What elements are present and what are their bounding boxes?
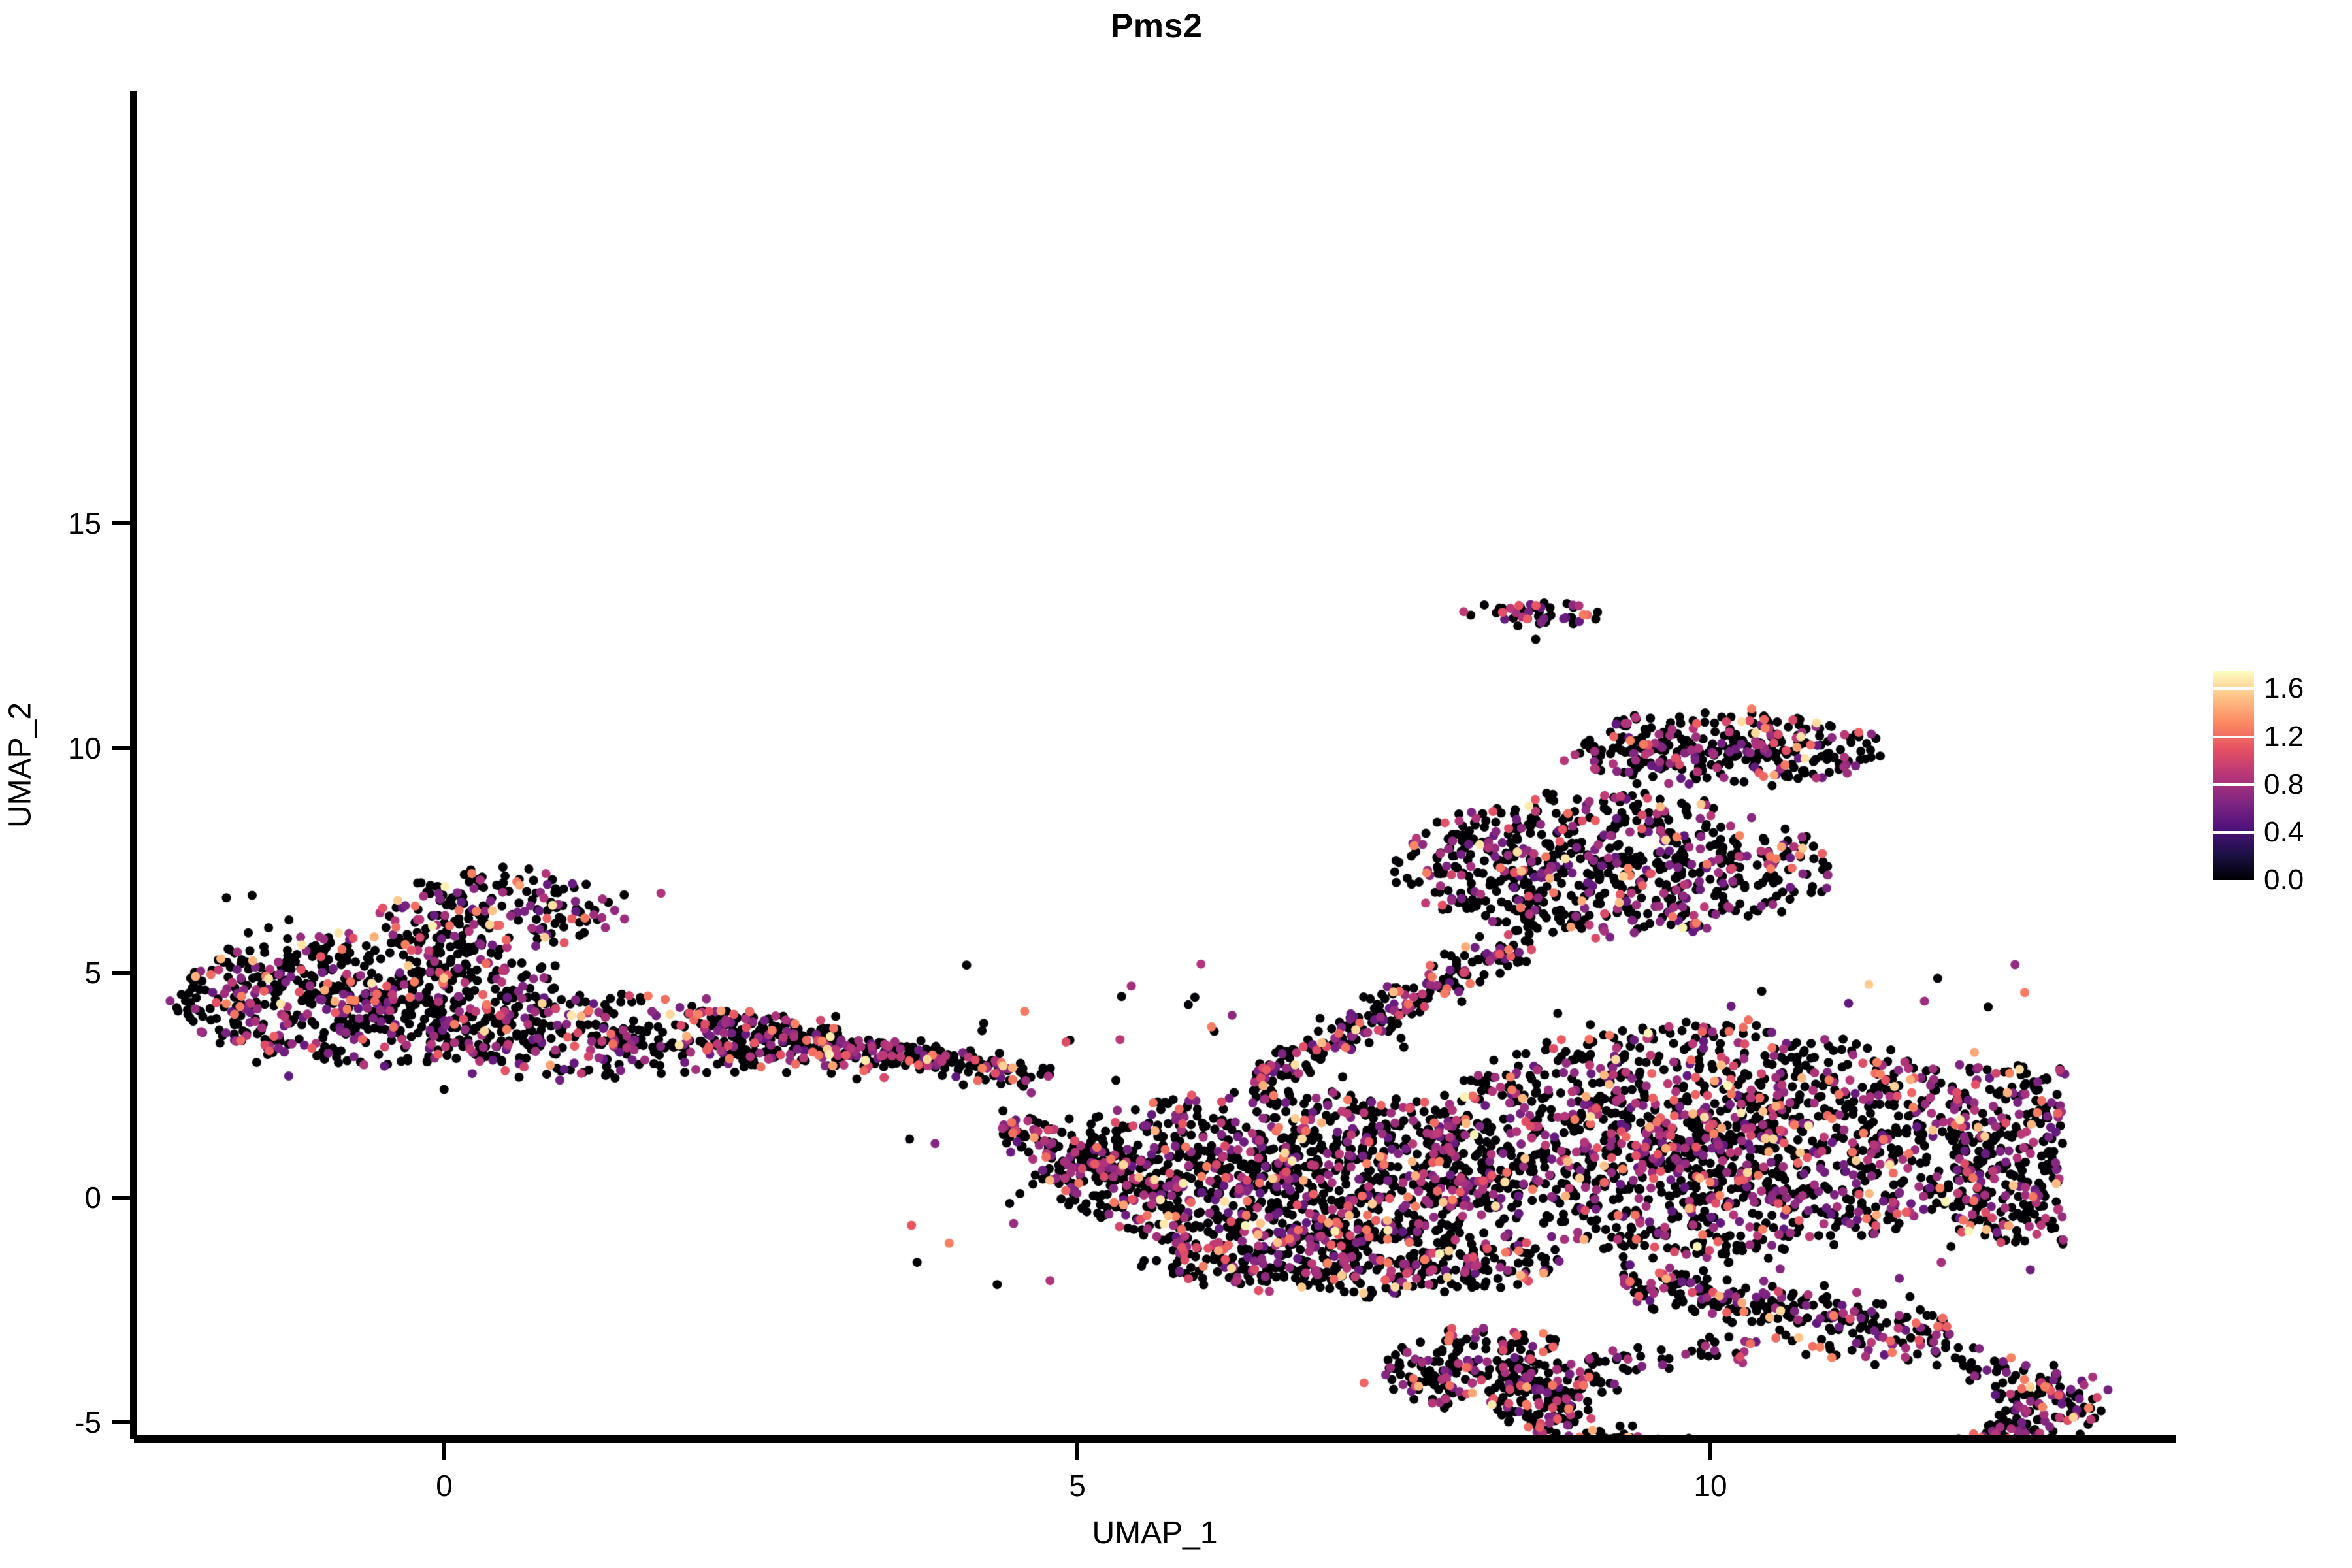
x-tick-mark <box>1075 1441 1079 1460</box>
scatter-panel <box>134 91 2176 1439</box>
x-tick-label: 5 <box>1069 1469 1086 1503</box>
x-axis-line <box>134 1435 2176 1443</box>
color-legend: 1.6 1.2 0.8 0.4 0.0 <box>2213 671 2324 896</box>
y-axis-line <box>130 91 137 1439</box>
y-axis-title: UMAP_2 <box>3 702 38 828</box>
colorbar-tick-mark <box>2213 735 2254 738</box>
x-tick-label: 10 <box>1693 1469 1727 1503</box>
colorbar-tick-mark <box>2213 830 2254 834</box>
y-tick-mark <box>112 746 130 750</box>
y-tick-mark <box>112 1196 130 1200</box>
y-tick-label: 5 <box>84 956 101 990</box>
colorbar-tick-label: 0.0 <box>2264 864 2304 896</box>
y-tick-mark <box>112 521 130 525</box>
y-tick-label: 0 <box>84 1181 101 1215</box>
colorbar-gradient <box>2213 671 2254 880</box>
colorbar-tick-label: 1.6 <box>2264 672 2304 705</box>
colorbar-tick-label: 0.4 <box>2264 815 2304 848</box>
y-tick-label: 10 <box>67 731 101 765</box>
y-tick-label: 15 <box>67 506 101 540</box>
y-tick-mark <box>112 971 130 975</box>
x-tick-mark <box>442 1441 446 1460</box>
x-tick-label: 0 <box>436 1469 453 1503</box>
y-tick-label: -5 <box>74 1405 101 1439</box>
x-tick-mark <box>1708 1441 1712 1460</box>
page-title: Pms2 <box>1110 7 1203 45</box>
colorbar-tick-label: 1.2 <box>2264 720 2304 753</box>
colorbar-tick-mark <box>2213 783 2254 786</box>
colorbar-tick-label: 0.8 <box>2264 768 2304 800</box>
scatter-points-layer <box>134 91 2176 1439</box>
colorbar-tick-mark <box>2213 687 2254 691</box>
y-tick-mark <box>112 1420 130 1424</box>
x-axis-title: UMAP_1 <box>1092 1516 1218 1550</box>
